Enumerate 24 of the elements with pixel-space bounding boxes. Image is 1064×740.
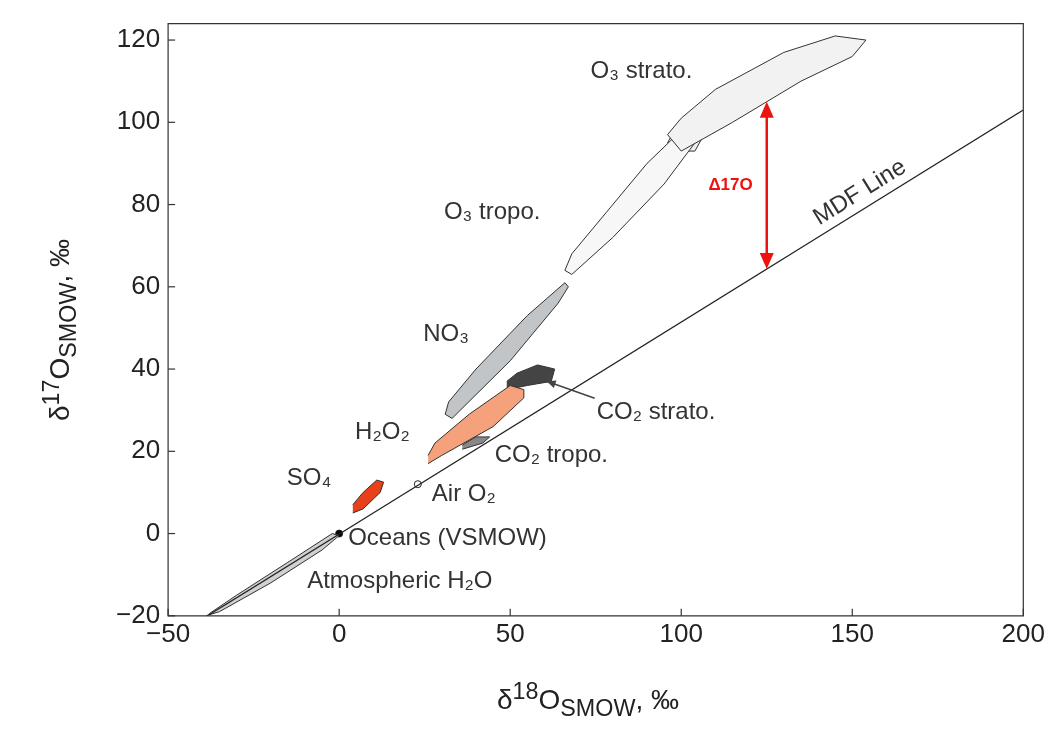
- y-tick-label: 0: [145, 516, 161, 547]
- y-tick-label: 40: [131, 352, 161, 383]
- x-tick-label: 100: [659, 617, 703, 648]
- x-tick-label: 50: [495, 617, 525, 648]
- y-tick-label: 80: [131, 187, 161, 218]
- x-axis-title: δ$^{18}$O$_{SMOW}$, ‰: [496, 678, 680, 722]
- y-tick-label: 120: [116, 23, 161, 54]
- x-tick-label: 150: [830, 617, 874, 648]
- x-tick-label: 0: [331, 617, 347, 648]
- y-tick-label: 100: [116, 105, 161, 136]
- series-label: H₂O₂: [355, 417, 410, 445]
- series-label: SO₄: [286, 463, 332, 491]
- series-label: O₃ strato.: [590, 55, 693, 83]
- annotation: Δ17O: [708, 174, 753, 194]
- series-label: CO₂ strato.: [596, 396, 716, 424]
- series-label: O₃ tropo.: [443, 197, 541, 225]
- series-label: Oceans (VSMOW): [348, 523, 547, 551]
- series-label: NO₃: [423, 319, 469, 347]
- series-label: Air O₂: [431, 478, 496, 506]
- x-tick-label: 200: [1001, 617, 1046, 648]
- series-label: Atmospheric H₂O: [307, 566, 493, 594]
- y-tick-label: 20: [131, 434, 161, 465]
- y-tick-label: 60: [131, 269, 161, 300]
- series-label: CO₂ tropo.: [494, 439, 609, 467]
